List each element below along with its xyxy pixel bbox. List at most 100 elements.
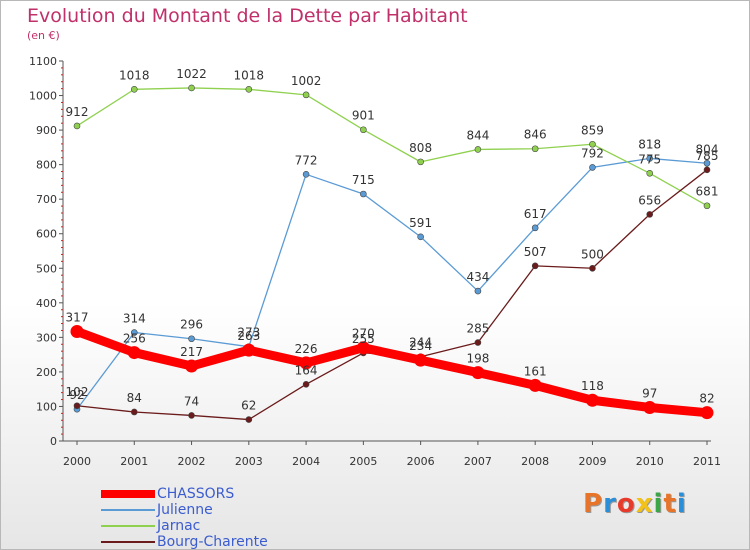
data-labels: 92 314 296 273 772 715 591 434 617 792 818 804 912 10… [66,67,719,413]
y-tick-label: 100 [36,400,57,413]
data-label: 591 [409,216,432,230]
data-label: 92 [69,388,84,402]
logo-letter: x [635,489,654,519]
chart-axes: 0 100 200 300 400 500 600 700 800 900 1000 1100 2000… [29,55,721,468]
data-label: 846 [524,128,547,142]
x-tick-label: 2006 [407,455,435,468]
y-tick-label: 1000 [29,90,57,103]
data-label: 97 [642,386,657,400]
y-tick-label: 500 [36,262,57,275]
data-point-julienne [474,287,482,295]
series-line-jarnac [76,87,708,207]
data-label: 74 [184,394,199,408]
x-tick-label: 2004 [292,455,320,468]
data-point-julienne [130,329,138,336]
chart-title: Evolution du Montant de la Dette par Hab… [27,5,468,27]
legend-label: Jarnac [157,518,201,534]
data-label: 1018 [119,68,150,82]
y-tick-label: 1100 [29,55,57,68]
x-tick-label: 2001 [120,455,148,468]
data-point-jarnac [245,86,253,93]
data-point-chassors [299,356,313,370]
data-point-julienne [188,335,195,343]
data-point-bourg-charente [188,412,195,419]
data-point-chassors [414,353,428,367]
data-label: 285 [466,322,489,336]
data-point-bourg-charente [302,381,310,388]
data-label: 84 [127,391,142,405]
data-label: 1002 [291,74,322,88]
data-label: 263 [237,329,260,343]
data-label: 715 [352,173,375,187]
legend-label: Bourg-Charente [157,534,268,550]
data-label: 859 [581,123,604,137]
logo-letter: r [603,489,617,519]
series-line-julienne [76,157,708,410]
series-line-chassors [72,326,712,418]
data-point-bourg-charente [646,211,654,218]
data-point-jarnac [589,140,596,148]
data-label: 62 [241,399,256,413]
legend-label: Julienne [157,502,213,518]
data-label: 844 [466,128,489,142]
logo-letter: i [676,489,687,519]
logo-letter: i [653,489,664,519]
x-tick-label: 2008 [521,455,549,468]
legend-swatch [101,525,155,527]
data-label: 656 [638,193,661,207]
y-tick-label: 200 [36,366,57,379]
data-label: 161 [524,364,547,378]
data-point-bourg-charente [73,402,81,410]
chart-subtitle: (en €) [27,29,60,42]
y-tick-label: 400 [36,297,57,310]
y-tick-label: 600 [36,228,57,241]
x-tick-label: 2009 [578,455,606,468]
data-point-chassors [185,359,199,373]
x-tick-label: 2003 [235,455,263,468]
legend-swatch [101,490,155,498]
y-tick-label: 700 [36,193,57,206]
data-label: 217 [180,345,203,359]
data-point-jarnac [474,146,482,153]
series-lines [72,87,712,421]
data-label: 434 [466,270,489,284]
data-label: 681 [696,185,719,199]
data-point-jarnac [531,145,539,153]
legend-swatch [101,541,155,543]
data-point-bourg-charente [245,416,253,423]
y-tick-label: 0 [50,435,57,448]
data-point-bourg-charente [130,408,138,416]
data-label: 82 [699,392,714,406]
data-label: 314 [123,312,146,326]
data-point-jarnac [302,91,310,99]
data-label: 270 [352,327,375,341]
data-label: 500 [581,247,604,261]
series-points [70,84,714,423]
data-label: 255 [352,332,375,346]
data-point-bourg-charente [703,166,711,174]
data-point-chassors [585,393,599,407]
data-point-jarnac [73,122,81,130]
y-tick-label: 800 [36,159,57,172]
x-tick-label: 2010 [636,455,664,468]
x-tick-label: 2011 [693,455,721,468]
data-label: 118 [581,379,604,393]
y-tick-label: 900 [36,124,57,137]
data-point-jarnac [130,86,138,93]
y-tick-label: 300 [36,331,57,344]
data-point-chassors [127,346,141,360]
data-label: 901 [352,109,375,123]
data-label: 234 [409,339,432,353]
data-label: 772 [295,153,318,167]
legend-swatch [101,509,155,511]
data-label: 296 [180,318,203,332]
data-label: 808 [409,141,432,155]
data-label: 617 [524,207,547,221]
data-point-julienne [589,164,596,171]
data-label: 198 [466,352,489,366]
data-label: 317 [66,310,89,324]
data-label: 164 [295,363,318,377]
data-point-julienne [360,190,367,198]
x-tick-label: 2002 [178,455,206,468]
